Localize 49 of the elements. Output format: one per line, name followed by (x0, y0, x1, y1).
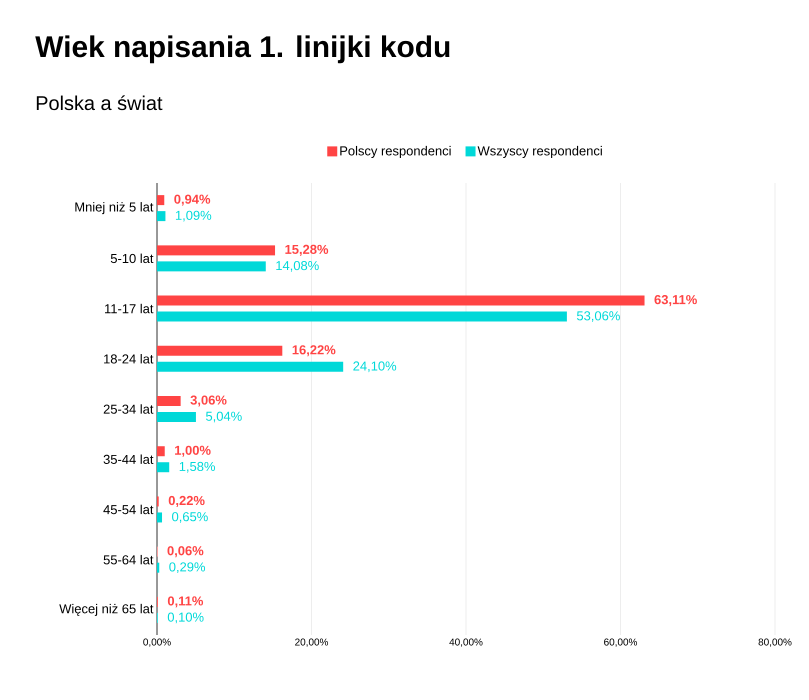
data-label: 53,06% (576, 311, 620, 322)
bar (157, 396, 181, 406)
x-tick-label: 40,00% (449, 638, 483, 647)
bar (157, 312, 567, 322)
x-tick-label: 20,00% (295, 638, 328, 647)
y-tick-label: 25-34 lat (104, 404, 154, 414)
data-label: 63,11% (654, 295, 697, 306)
y-tick-label: Więcej niż 65 lat (59, 604, 154, 616)
data-label: 15,28% (285, 244, 328, 256)
y-tick-label: Mniej niż 5 lat (75, 202, 154, 214)
x-tick-label: 80,00% (758, 638, 792, 647)
data-label: 5,04% (206, 412, 242, 422)
y-tick-label: 11-17 lat (105, 304, 154, 314)
bar (157, 261, 266, 272)
bar (157, 245, 276, 256)
y-tick-label: 18-24 lat (104, 354, 154, 364)
data-label: 0,94% (174, 194, 210, 206)
data-label: 0,10% (168, 612, 204, 624)
x-tick-label: 0,00% (143, 638, 171, 647)
y-tick-label: 45-54 lat (103, 504, 154, 514)
data-label: 0,29% (169, 562, 206, 574)
bar (157, 462, 170, 472)
data-label: 1,58% (180, 462, 215, 473)
data-label: 0,06% (168, 546, 204, 558)
y-tick-label: 35-44 lat (104, 454, 154, 464)
data-label: 3,06% (190, 395, 227, 407)
bar (157, 512, 162, 522)
data-label: 0,11% (168, 596, 204, 608)
x-tick-label: 60,00% (604, 638, 638, 647)
bar (157, 346, 282, 356)
y-tick-label: 5-10 lat (110, 254, 154, 264)
chart-title: Wiek napisania 1. linijki kodu (35, 35, 450, 64)
data-label: 0,22% (168, 496, 205, 507)
legend-label: Polscy respondenci (340, 146, 451, 158)
chart-subtitle: Polska a świat (36, 95, 162, 110)
data-label: 1,00% (175, 446, 211, 457)
data-label: 0,65% (172, 512, 208, 523)
y-tick-label: 55-64 lat (104, 554, 154, 564)
bar (157, 362, 344, 372)
bar (157, 412, 196, 422)
bar (157, 211, 166, 222)
data-label: 16,22% (292, 345, 336, 356)
data-label: 1,09% (176, 210, 212, 222)
bar (157, 446, 165, 456)
data-label: 24,10% (353, 361, 396, 372)
bar (157, 195, 164, 206)
legend-label: Wszyscy respondenci (478, 146, 602, 158)
data-label: 14,08% (276, 260, 319, 272)
bar (157, 296, 645, 306)
